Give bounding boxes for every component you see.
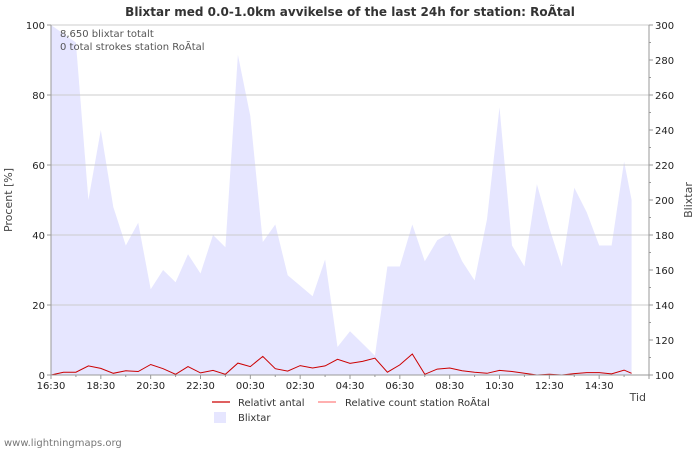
legend-label-relativt-antal: Relativt antal [238,398,305,409]
y-axis-right-label: Blixtar [682,182,695,218]
tick-label-right-180: 180 [655,231,674,242]
x-axis-label: Tid [629,391,646,404]
tick-label-right-160: 160 [655,266,674,277]
tick-label-right-140: 140 [655,301,674,312]
legend-swatch-blixtar [214,412,226,423]
tick-label-left-20: 20 [32,301,45,312]
tick-label-x-5: 02:30 [286,381,315,392]
tick-label-x-11: 14:30 [585,381,614,392]
total-strikes-note: 8,650 blixtar totalt [60,29,154,40]
tick-label-x-0: 16:30 [37,381,66,392]
tick-label-x-6: 04:30 [336,381,365,392]
tick-label-right-120: 120 [655,336,674,347]
tick-label-x-8: 08:30 [435,381,464,392]
tick-label-x-1: 18:30 [86,381,115,392]
chart-title: Blixtar med 0.0-1.0km avvikelse of the l… [125,4,575,19]
series-area-blixtar [51,25,632,375]
tick-label-left-60: 60 [32,161,45,172]
tick-label-right-300: 300 [655,21,674,32]
legend-label-relative-count-station: Relative count station RoÃtal [345,396,490,409]
tick-label-right-240: 240 [655,126,674,137]
tick-label-x-10: 12:30 [535,381,564,392]
plot-area: 0 20 40 60 80 100 100 120 140 160 180 200 220 240 260 2… [26,21,674,392]
tick-label-left-0: 0 [39,371,45,382]
tick-label-x-2: 20:30 [136,381,165,392]
tick-label-right-200: 200 [655,196,674,207]
footer-credit: www.lightningmaps.org [4,438,122,449]
tick-label-x-4: 00:30 [236,381,265,392]
gridlines [51,24,649,306]
tick-label-left-80: 80 [32,91,45,102]
tick-label-right-260: 260 [655,91,674,102]
station-strokes-note: 0 total strokes station RoÃtal [60,40,205,53]
legend-label-blixtar: Blixtar [238,413,271,424]
legend: Relativt antal Relative count station Ro… [212,396,490,424]
tick-label-x-3: 22:30 [186,381,215,392]
tick-label-x-7: 06:30 [385,381,414,392]
tick-label-left-40: 40 [32,231,45,242]
tick-label-left-100: 100 [26,21,45,32]
tick-label-x-9: 10:30 [485,381,514,392]
tick-label-right-100: 100 [655,371,674,382]
ticks: 0 20 40 60 80 100 100 120 140 160 180 200 220 240 260 2… [26,21,674,392]
tick-label-right-280: 280 [655,56,674,67]
y-axis-left-label: Procent [%] [2,168,15,232]
tick-label-right-220: 220 [655,161,674,172]
